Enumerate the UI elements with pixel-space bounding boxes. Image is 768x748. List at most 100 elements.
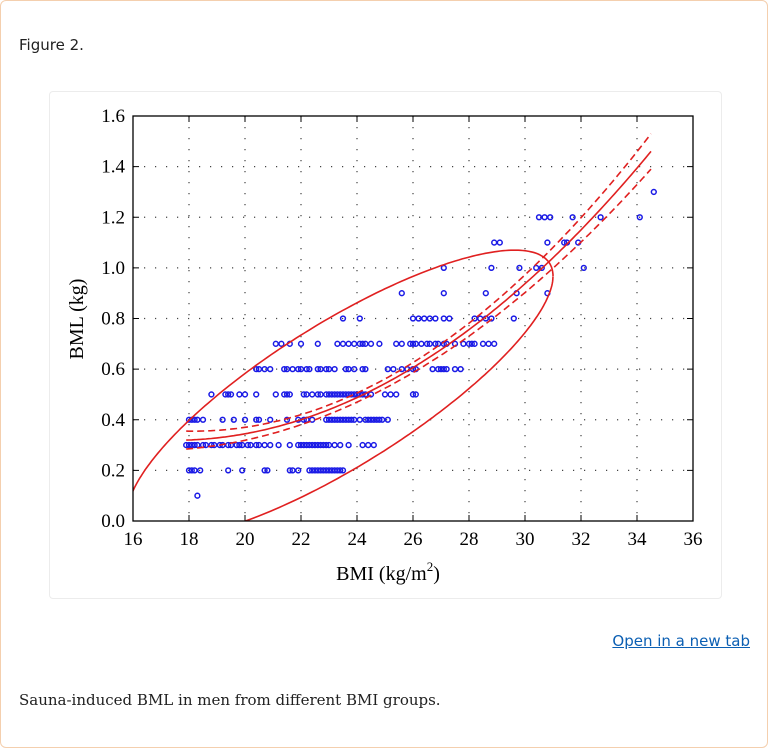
data-point <box>362 416 369 423</box>
data-point <box>485 340 492 347</box>
x-tick-label: 22 <box>292 529 311 550</box>
data-point <box>295 441 302 449</box>
data-point <box>426 340 433 347</box>
data-point <box>325 365 333 373</box>
data-point <box>267 441 274 449</box>
data-point <box>337 441 344 449</box>
data-point <box>356 340 363 347</box>
data-point <box>225 391 232 398</box>
data-point <box>488 315 495 322</box>
data-point <box>334 340 341 347</box>
data-point <box>297 441 305 449</box>
data-point <box>479 340 487 347</box>
data-point <box>337 391 344 398</box>
x-axis-title: BMI (kg/m2) <box>336 559 440 585</box>
data-point <box>342 416 349 423</box>
data-point <box>286 441 293 449</box>
data-point <box>339 315 347 322</box>
data-point <box>253 416 260 423</box>
data-point <box>367 416 375 423</box>
data-point <box>491 239 498 246</box>
data-point <box>331 467 338 474</box>
data-point <box>311 441 319 449</box>
data-point <box>409 391 417 398</box>
data-point <box>409 340 417 347</box>
data-point <box>230 416 237 423</box>
data-point <box>236 391 243 398</box>
data-point <box>398 290 405 297</box>
data-point <box>320 467 327 474</box>
data-point <box>320 441 327 449</box>
data-point <box>286 467 293 474</box>
y-tick-label: 0.8 <box>101 309 125 330</box>
data-point <box>295 365 302 373</box>
data-point <box>421 315 428 322</box>
data-point <box>253 391 260 398</box>
data-point <box>390 365 397 373</box>
data-point <box>281 391 288 398</box>
data-point <box>367 391 375 398</box>
y-tick-label: 1.4 <box>101 157 125 178</box>
y-tick-label: 0.6 <box>101 359 125 380</box>
x-tick-label: 32 <box>572 529 591 550</box>
data-point <box>191 441 198 449</box>
data-point <box>636 214 643 221</box>
data-point <box>356 315 363 322</box>
data-point <box>533 264 540 272</box>
data-point <box>328 416 335 423</box>
data-point <box>432 340 439 347</box>
data-point <box>306 441 313 449</box>
data-point <box>440 315 447 322</box>
data-point <box>328 391 335 398</box>
data-point <box>362 365 369 373</box>
data-point <box>253 441 260 449</box>
data-point <box>314 365 321 373</box>
data-point <box>331 416 338 423</box>
data-point <box>351 365 358 373</box>
data-point <box>314 467 321 474</box>
data-point <box>264 467 271 474</box>
data-point <box>211 441 218 449</box>
data-point <box>261 467 268 474</box>
data-point <box>370 441 377 449</box>
data-point <box>418 340 425 347</box>
data-point <box>272 340 279 347</box>
data-point <box>331 391 338 398</box>
figure-image[interactable]: 16 18 20 22 24 26 28 30 32 34 36 0.0 0.2 0.4 0.6 0.8 1.0… <box>49 91 722 599</box>
axis-ticks: 16 18 20 22 24 26 28 30 32 34 36 0.0 0.2 0.4 0.6 0.8 1.0… <box>101 106 702 550</box>
data-points <box>183 188 657 499</box>
data-point <box>393 340 400 347</box>
data-point <box>286 391 293 398</box>
data-point <box>423 340 431 347</box>
data-point <box>317 467 324 474</box>
data-point <box>488 264 495 272</box>
data-point <box>376 416 383 423</box>
data-point <box>328 467 335 474</box>
data-point <box>334 391 341 398</box>
data-point <box>482 290 489 297</box>
data-point <box>345 441 352 449</box>
data-point <box>337 416 344 423</box>
data-point <box>244 441 251 449</box>
open-in-new-tab-link[interactable]: Open in a new tab <box>612 632 750 650</box>
data-point <box>356 416 363 423</box>
data-point <box>339 467 347 474</box>
data-point <box>440 365 447 373</box>
data-point <box>345 416 352 423</box>
y-tick-label: 0.2 <box>101 460 125 481</box>
x-tick-label: 16 <box>124 529 143 550</box>
data-point <box>451 365 459 373</box>
data-point <box>446 315 453 322</box>
data-point <box>253 365 260 373</box>
data-point <box>208 391 215 398</box>
data-point <box>365 416 372 423</box>
scatter-chart: 16 18 20 22 24 26 28 30 32 34 36 0.0 0.2 0.4 0.6 0.8 1.0… <box>66 106 703 585</box>
data-point <box>334 416 341 423</box>
data-point <box>239 441 246 449</box>
data-point <box>561 239 568 246</box>
data-point <box>185 441 193 449</box>
data-point <box>384 365 391 373</box>
data-point <box>351 340 358 347</box>
data-point <box>185 416 193 423</box>
data-point <box>188 467 195 474</box>
